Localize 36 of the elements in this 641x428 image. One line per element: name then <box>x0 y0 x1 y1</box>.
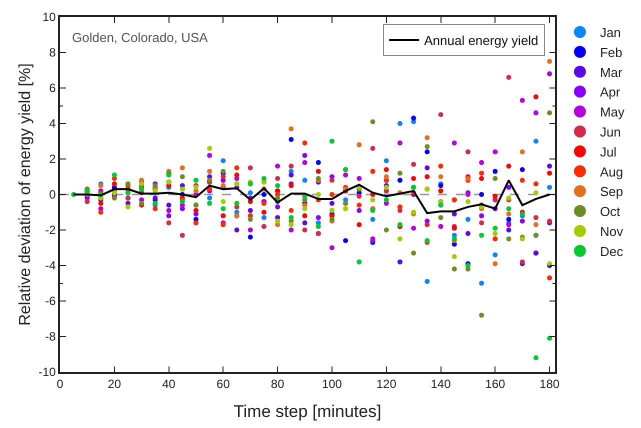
x-tick-label: 160 <box>485 377 506 392</box>
y-tick-label: 10 <box>42 10 56 24</box>
legend-label: Aug <box>600 164 624 180</box>
legend-label: Sep <box>600 184 624 200</box>
y-tick-label: -8 <box>45 330 56 344</box>
x-tick-label: 120 <box>376 377 397 392</box>
legend-label: Dec <box>600 244 624 259</box>
legend-label: Jul <box>600 144 617 160</box>
y-tick-label: 2 <box>49 152 56 166</box>
y-tick-label: 6 <box>49 81 56 96</box>
legend-label: Jun <box>600 124 621 140</box>
annotation: Golden, Colorado, USA <box>72 30 208 45</box>
legend-label: Oct <box>600 204 621 220</box>
x-tick-label: 40 <box>162 377 176 392</box>
x-tick-label: 180 <box>540 377 560 392</box>
legend-label: Feb <box>600 44 622 60</box>
legend-label: Nov <box>600 224 624 240</box>
legend-label: Apr <box>600 84 621 100</box>
y-tick-label: 0 <box>49 188 56 202</box>
x-tick-label: 20 <box>108 377 122 392</box>
x-tick-label: 100 <box>322 377 342 392</box>
legend-label: Jan <box>600 25 621 40</box>
y-axis-title: Relative deviation of energy yield [%] <box>16 63 34 326</box>
legend-label: May <box>600 104 626 120</box>
y-tick-label: 8 <box>49 46 56 60</box>
legend-label: Mar <box>600 64 624 80</box>
x-tick-label: 60 <box>216 377 230 392</box>
x-axis-title: Time step [minutes] <box>234 402 382 422</box>
legend-label: Annual energy yield <box>424 33 538 48</box>
x-tick-label: 140 <box>430 377 452 392</box>
y-tick-label: -10 <box>38 365 56 380</box>
y-tick-label: -4 <box>45 258 56 273</box>
y-tick-label: -2 <box>45 223 56 238</box>
y-tick-label: -6 <box>45 294 56 308</box>
x-tick-label: 80 <box>270 377 285 392</box>
y-tick-label: 4 <box>49 116 56 131</box>
